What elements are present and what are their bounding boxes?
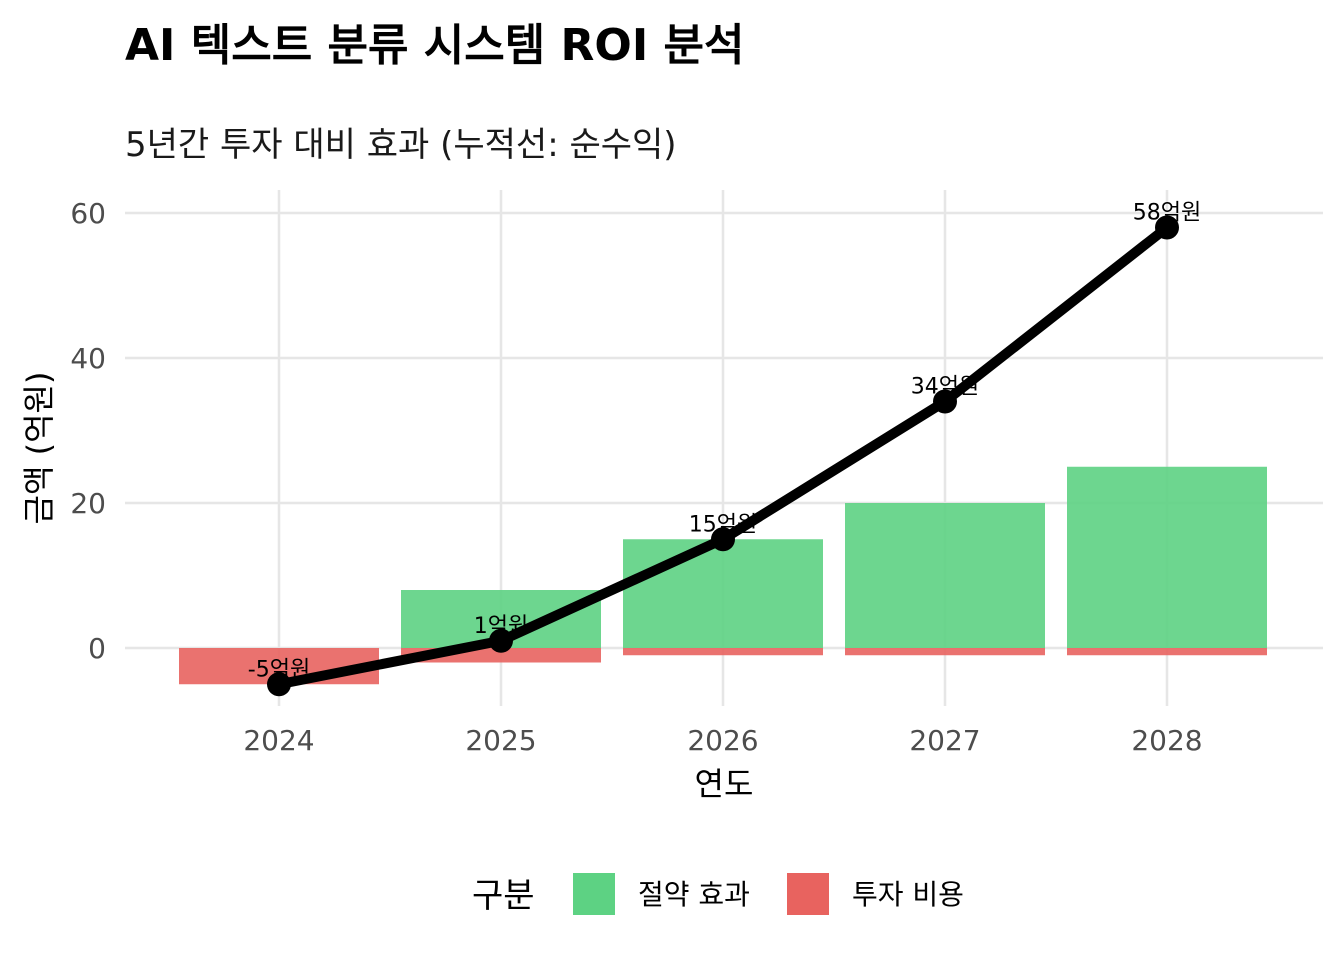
x-tick-label: 2026 bbox=[687, 724, 758, 757]
investment-bar bbox=[845, 648, 1045, 656]
net-profit-label: 15억원 bbox=[689, 512, 757, 537]
legend-swatch-investment bbox=[787, 873, 829, 915]
legend-swatch-savings bbox=[573, 873, 615, 915]
net-profit-point bbox=[933, 389, 957, 414]
x-axis-title: 연도 bbox=[695, 765, 754, 803]
chart-title: AI 텍스트 분류 시스템 ROI 분석 bbox=[125, 20, 744, 71]
y-axis-title: 금액 (억원) bbox=[20, 372, 58, 525]
data-labels: -5억원 1억원 15억원 34억원 58억원 bbox=[248, 201, 1201, 683]
net-profit-point bbox=[711, 527, 735, 552]
y-tick-label: 0 bbox=[88, 632, 106, 665]
legend-label-savings: 절약 효과 bbox=[638, 878, 750, 911]
chart-subtitle: 5년간 투자 대비 효과 (누적선: 순수익) bbox=[125, 125, 677, 165]
y-tick-labels: 0 20 40 60 bbox=[70, 197, 106, 665]
x-tick-label: 2025 bbox=[465, 724, 536, 757]
net-profit-label: 58억원 bbox=[1133, 201, 1201, 226]
net-profit-point bbox=[1155, 215, 1179, 240]
investment-bar bbox=[1067, 648, 1267, 656]
y-tick-label: 60 bbox=[70, 197, 106, 230]
net-profit-point bbox=[267, 672, 291, 697]
x-tick-label: 2028 bbox=[1131, 724, 1202, 757]
x-tick-labels: 2024 2025 2026 2027 2028 bbox=[243, 724, 1202, 757]
savings-bar bbox=[845, 503, 1045, 648]
net-profit-label: -5억원 bbox=[248, 657, 310, 682]
legend-title: 구분 bbox=[472, 876, 535, 916]
y-tick-label: 20 bbox=[70, 487, 106, 520]
investment-bar bbox=[623, 648, 823, 656]
net-profit-point bbox=[489, 628, 513, 653]
x-tick-label: 2027 bbox=[909, 724, 980, 757]
savings-bar bbox=[1067, 466, 1267, 648]
legend: 구분 절약 효과 투자 비용 bbox=[472, 873, 964, 916]
net-profit-label: 1억원 bbox=[474, 614, 528, 639]
net-profit-line bbox=[267, 215, 1179, 697]
legend-label-investment: 투자 비용 bbox=[852, 878, 964, 911]
savings-bar bbox=[623, 539, 823, 648]
net-profit-label: 34억원 bbox=[911, 375, 979, 400]
y-tick-label: 40 bbox=[70, 342, 106, 375]
x-tick-label: 2024 bbox=[243, 724, 314, 757]
